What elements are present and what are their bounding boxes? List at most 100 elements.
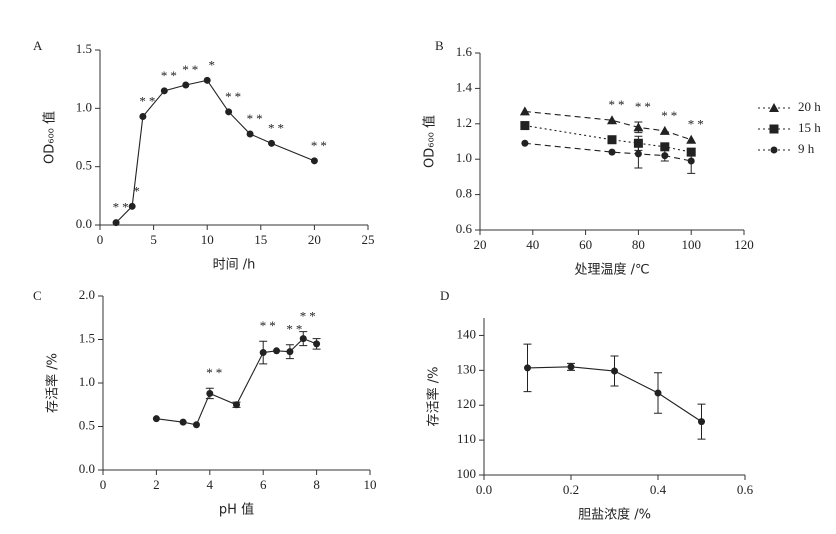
y-axis-label: 存活率 /%	[426, 367, 442, 427]
x-tick-label: 120	[734, 237, 754, 252]
y-tick-label: 1.2	[456, 115, 472, 130]
data-point	[611, 367, 618, 375]
x-tick-label: 0	[97, 232, 104, 247]
x-axis-label: pH 值	[219, 502, 254, 518]
legend-marker	[770, 146, 778, 154]
y-tick-label: 120	[457, 396, 477, 411]
x-tick-label: 0.2	[563, 482, 579, 497]
y-tick-label: 140	[457, 326, 477, 341]
y-tick-label: 130	[457, 361, 477, 376]
significance: **	[161, 68, 180, 83]
x-tick-label: 10	[364, 477, 377, 492]
series-line	[115, 79, 315, 224]
significance: **	[225, 89, 244, 104]
data-point	[608, 148, 616, 156]
significance: **	[268, 120, 287, 135]
significance: **	[113, 200, 132, 215]
x-tick-label: 40	[526, 237, 539, 252]
data-point	[112, 219, 120, 227]
x-tick-label: 0.6	[737, 482, 754, 497]
data-point	[634, 150, 642, 158]
x-tick-label: 6	[260, 477, 267, 492]
y-tick-label: 1.6	[456, 44, 473, 59]
x-tick-label: 0.0	[476, 482, 492, 497]
data-point	[521, 139, 529, 147]
x-tick-label: 25	[362, 232, 375, 247]
data-point	[192, 421, 200, 429]
data-point	[246, 130, 254, 138]
significance: **	[635, 99, 654, 114]
y-tick-label: 0.6	[456, 221, 473, 236]
x-tick-label: 20	[308, 232, 321, 247]
x-tick-label: 15	[254, 232, 267, 247]
significance: **	[300, 309, 319, 324]
y-axis-label: OD₆₀₀ 值	[422, 115, 438, 168]
data-point	[128, 202, 136, 210]
data-point	[659, 125, 670, 135]
significance: **	[139, 93, 158, 108]
y-tick-label: 1.0	[76, 99, 92, 114]
data-point	[139, 113, 147, 120]
y-tick-label: 0.5	[76, 158, 92, 173]
data-point	[152, 415, 160, 423]
series-line	[524, 125, 692, 153]
x-tick-label: 80	[632, 237, 645, 252]
data-point	[225, 108, 233, 116]
x-tick-label: 100	[681, 237, 701, 252]
legend-label: 20 h	[798, 99, 821, 114]
y-tick-label: 0.0	[76, 216, 92, 231]
data-point	[686, 134, 697, 144]
data-point	[660, 142, 670, 152]
significance: **	[661, 108, 680, 123]
significance: *	[133, 183, 143, 198]
data-point	[206, 389, 214, 397]
x-tick-label: 20	[474, 237, 487, 252]
panel-label: C	[33, 288, 42, 303]
legend-marker	[769, 103, 779, 112]
data-point	[268, 139, 276, 147]
data-point	[654, 389, 662, 397]
data-point	[273, 347, 281, 355]
x-axis-label: 时间 /h	[213, 258, 256, 273]
x-tick-label: 2	[153, 477, 160, 492]
significance: *	[208, 57, 218, 72]
x-tick-label: 60	[579, 237, 592, 252]
data-point	[567, 363, 575, 371]
significance: **	[260, 318, 279, 333]
data-point	[698, 418, 705, 426]
panel-label: D	[440, 288, 449, 303]
x-tick-label: 0	[100, 477, 107, 492]
data-point	[310, 157, 318, 165]
data-point	[687, 157, 695, 165]
data-point	[286, 348, 294, 356]
y-axis-label: 存活率 /%	[45, 353, 61, 413]
significance: **	[609, 97, 628, 112]
x-axis-label: 处理温度 /℃	[574, 262, 649, 278]
x-axis-label: 胆盐浓度 /%	[578, 507, 651, 523]
legend-marker	[769, 124, 779, 134]
data-point	[179, 418, 187, 426]
significance: **	[247, 111, 266, 126]
y-tick-label: 2.0	[79, 287, 95, 302]
legend-label: 9 h	[798, 141, 815, 156]
data-point	[607, 135, 617, 145]
y-tick-label: 1.4	[456, 79, 473, 94]
data-point	[519, 106, 530, 116]
significance: **	[311, 138, 330, 153]
y-tick-label: 100	[457, 466, 477, 481]
data-point	[524, 364, 531, 372]
x-tick-label: 10	[201, 232, 214, 247]
x-tick-label: 4	[207, 477, 214, 492]
data-point	[299, 335, 307, 343]
data-point	[203, 76, 211, 84]
y-tick-label: 0.5	[79, 417, 95, 432]
y-tick-label: 1.5	[76, 41, 92, 56]
x-tick-label: 0.4	[650, 482, 667, 497]
data-point	[182, 81, 190, 89]
series-line	[156, 337, 317, 426]
y-axis-label: OD₆₀₀ 值	[42, 111, 58, 164]
significance: **	[206, 365, 225, 380]
data-point	[160, 87, 168, 95]
data-point	[313, 340, 321, 348]
